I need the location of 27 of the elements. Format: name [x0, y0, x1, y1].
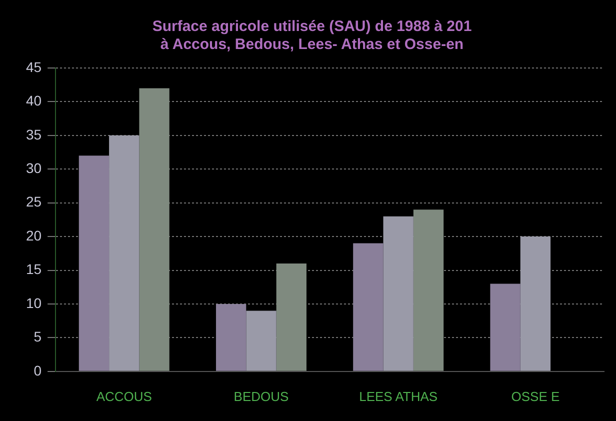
text: Surface agricole utilisée (SAU) de 1988 à 201 [152, 18, 472, 36]
x-tick-label: OSSE E [511, 388, 560, 404]
y-tick-label: 10 [26, 294, 42, 311]
bar [490, 284, 520, 371]
y-tick-label: 40 [26, 92, 42, 109]
bar [276, 264, 306, 371]
y-tick-label: 30 [26, 160, 42, 176]
y-tick-label: 35 [26, 126, 42, 142]
x-tick-label: LEES ATHAS [359, 388, 438, 404]
y-tick-label: 0 [34, 362, 42, 378]
bar [383, 216, 414, 371]
y-tick-label: 45 [26, 58, 42, 75]
text: à Accous, Bedous, Lees- Athas et Osse-en [160, 36, 464, 54]
bar [246, 310, 276, 371]
bar [139, 88, 170, 371]
bar [109, 135, 140, 371]
y-tick-label: 20 [26, 227, 42, 244]
bar [216, 304, 246, 371]
y-tick-label: 5 [34, 328, 42, 345]
y-tick-label: 15 [26, 261, 42, 278]
y-tick-label: 25 [26, 194, 42, 210]
bar [520, 236, 551, 371]
x-tick-label: ACCOUS [96, 388, 152, 404]
bar [78, 156, 110, 371]
bar [353, 243, 384, 371]
x-tick-label: BEDOUS [234, 388, 290, 404]
bar [413, 210, 444, 371]
